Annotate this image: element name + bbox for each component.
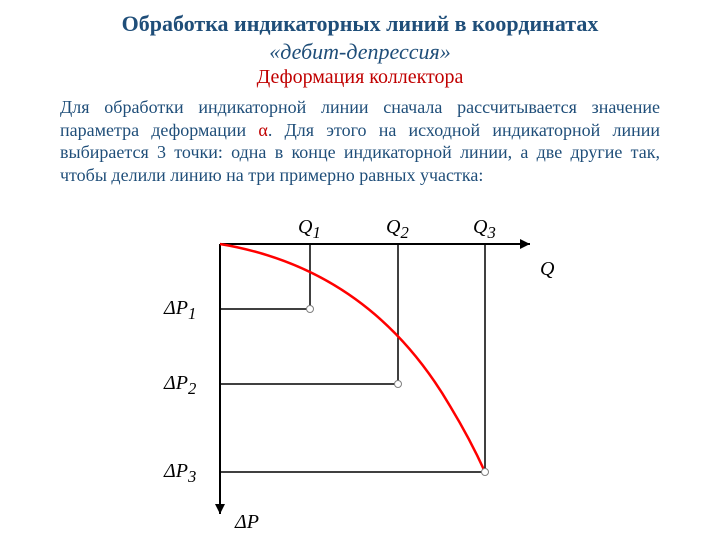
axis-label-dP: ΔP	[235, 511, 259, 534]
title: Обработка индикаторных линий в координат…	[0, 10, 720, 65]
subhead: Деформация коллектора	[0, 66, 720, 89]
label-dP1: ΔP1	[164, 297, 196, 324]
label-Q3: Q3	[473, 216, 496, 243]
axis-label-Q: Q	[540, 258, 554, 281]
label-Q1: Q1	[298, 216, 321, 243]
label-dP3: ΔP3	[164, 460, 196, 487]
label-dP2: ΔP2	[164, 372, 196, 399]
chart-svg	[150, 214, 570, 534]
chart-area: Q ΔP Q1 Q2 Q3 ΔP1 ΔP2 ΔP3	[150, 214, 570, 534]
body-text: Для обработки индикаторной линии сначала…	[60, 96, 660, 186]
title-line2: «дебит-депрессия»	[269, 39, 451, 64]
label-Q2: Q2	[386, 216, 409, 243]
title-line1: Обработка индикаторных линий в координат…	[122, 11, 599, 36]
alpha: α	[258, 120, 267, 140]
